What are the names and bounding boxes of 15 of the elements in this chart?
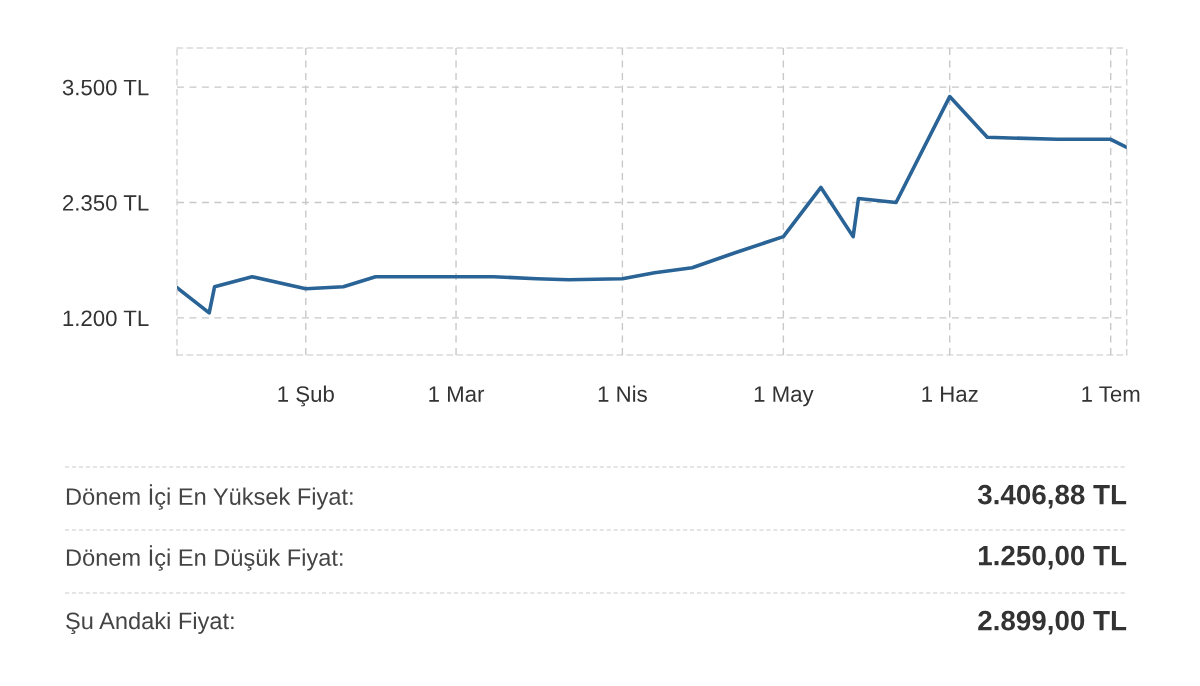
x-tick-label: 1 Mar bbox=[429, 386, 485, 402]
text: Şu Andaki Fiyat: bbox=[66, 611, 234, 635]
x-tick-label: 1 Nis bbox=[598, 385, 647, 402]
text: Dönem İçi En Düşük Fiyat: bbox=[66, 545, 343, 571]
x-tick-label: 1 Haz bbox=[922, 386, 978, 402]
text: 3.406,88 TL bbox=[977, 484, 1127, 509]
text: 2.899,00 TL bbox=[978, 610, 1127, 635]
y-tick-label: 1.200 TL bbox=[63, 310, 149, 327]
text: Dönem İçi En Yüksek Fiyat: bbox=[66, 484, 353, 510]
y-tick-label: 2.350 TL bbox=[63, 195, 149, 211]
x-tick-label: 1 Tem bbox=[1082, 386, 1140, 402]
x-tick-label: 1 May bbox=[754, 386, 814, 407]
x-tick-label: 1 Şub bbox=[278, 385, 334, 407]
text: 1.250,00 TL bbox=[978, 545, 1127, 570]
y-tick-label: 3.500 TL bbox=[62, 79, 149, 96]
